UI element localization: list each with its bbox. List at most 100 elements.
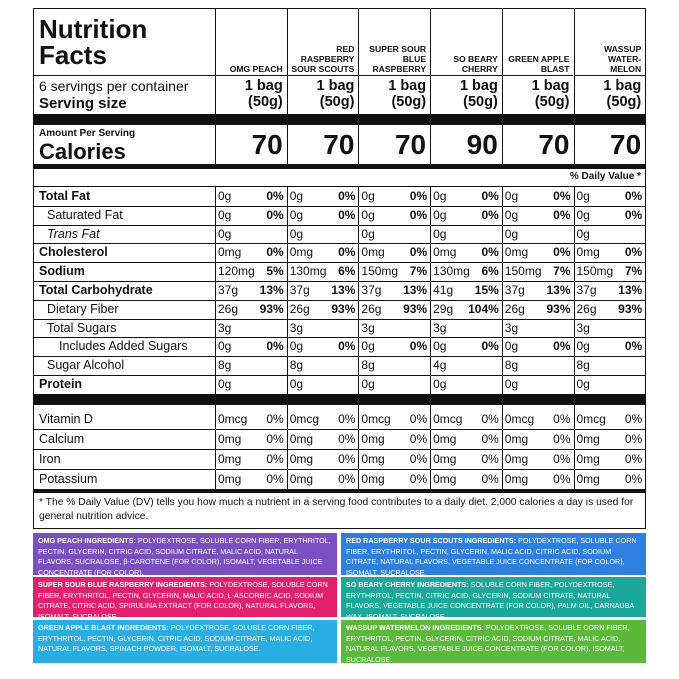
percent: 0% (409, 207, 428, 222)
ingredients-text: POLYDEXTROSE, SOLUBLE CORN FIBER, ERYTHR… (38, 536, 331, 577)
amount: 150mg (361, 264, 399, 279)
amount: 37g (218, 283, 239, 297)
row-rule (34, 375, 645, 376)
amount: 8g (289, 358, 304, 373)
column-rule (430, 125, 432, 164)
amount: 0mg (433, 245, 457, 260)
amount: 37g (504, 283, 525, 297)
amount: 0g (361, 339, 375, 354)
amount: 0mg (289, 452, 314, 466)
amount: 0g (433, 207, 447, 222)
amount: 0mg (218, 432, 242, 446)
column-rule (215, 125, 216, 164)
column-rule (358, 125, 360, 164)
nutrient-label: Total Carbohydrate (39, 283, 153, 297)
percent: 0% (266, 412, 284, 426)
percent: 0% (481, 339, 499, 354)
ingredients-name: WASSUP WATERMELON INGREDIENTS: (346, 623, 484, 632)
amount: 26g (218, 301, 239, 316)
ingredients-box: SUPER SOUR BLUE RASPBERRY INGREDIENTS: P… (33, 577, 337, 621)
percent: 0% (266, 245, 284, 260)
percent: 0% (481, 432, 499, 446)
percent: 13% (546, 283, 571, 297)
percent: 0% (338, 245, 356, 260)
amount: 0mcg (576, 412, 606, 426)
percent: 0% (409, 472, 428, 486)
amount: 0mg (289, 245, 314, 260)
column-rule (573, 405, 575, 489)
ingredients-name: SO BEARY CHERRY INGREDIENTS: (346, 580, 469, 589)
amount: 0mg (504, 472, 529, 486)
row-rule (34, 449, 645, 450)
percent: 0% (409, 245, 428, 260)
amount: 0mg (361, 245, 385, 260)
percent: 93% (546, 301, 571, 316)
amount: 0g (576, 226, 590, 241)
percent: 0% (481, 189, 499, 203)
servings: 6 servings per container (39, 78, 189, 94)
nutrient-label: Calcium (39, 432, 85, 446)
amount: 26g (504, 301, 525, 316)
thick-rule (34, 114, 645, 125)
percent: 7% (409, 264, 428, 279)
percent: 0% (553, 452, 571, 466)
nutrient-label: Trans Fat (47, 226, 100, 241)
percent: 15% (474, 283, 499, 297)
ingredients-text: POLYDEXTROSE, SOLUBLE CORN FIBER, ERYTHR… (346, 623, 630, 664)
column-rule (358, 9, 360, 114)
percent: 0% (266, 339, 284, 354)
amount: 0mg (576, 245, 600, 260)
column-rule (358, 405, 360, 489)
amount: 0g (504, 377, 519, 391)
row-rule (34, 299, 645, 301)
column-rule (215, 405, 216, 489)
percent: 0% (553, 339, 571, 354)
percent: 13% (331, 283, 356, 297)
ingredients-box: SO BEARY CHERRY INGREDIENTS: SOLUBLE COR… (341, 577, 646, 621)
label-box (33, 8, 646, 529)
percent: 0% (409, 189, 428, 203)
column-rule (501, 9, 503, 114)
amount: 0mcg (218, 412, 248, 426)
amount: 3g (289, 320, 304, 335)
amount: 0g (289, 226, 304, 241)
ingredients-name: SUPER SOUR BLUE RASPBERRY INGREDIENTS: (38, 580, 208, 589)
percent: 0% (338, 412, 356, 426)
name-rule (34, 75, 215, 76)
percent: 6% (338, 264, 356, 279)
amount: 0mg (504, 452, 529, 466)
column-rule (430, 9, 432, 114)
column-rule (358, 187, 360, 394)
ingredients-text: POLYDEXTROSE, SOLUBLE CORN FIBER, ERYTHR… (346, 536, 637, 577)
name-rule (215, 75, 287, 76)
amount: 0g (504, 339, 519, 354)
column-rule (215, 187, 216, 394)
amount: 0mcg (289, 412, 320, 426)
amount: 0g (504, 189, 519, 203)
product-name: SO BEARY CHERRY (453, 54, 498, 74)
percent: 0% (409, 432, 428, 446)
percent: 7% (624, 264, 643, 279)
percent: 0% (409, 452, 428, 466)
amount: 0mg (576, 452, 600, 466)
amount: 0mg (504, 432, 529, 446)
column-rule (430, 187, 432, 394)
percent: 0% (553, 245, 571, 260)
nutrient-label: Dietary Fiber (47, 301, 119, 316)
row-rule (34, 356, 645, 358)
percent: 0% (553, 207, 571, 222)
ingredients-text: SOLUBLE CORN FIBER, POLYDEXTROSE, ERYTHR… (346, 580, 634, 621)
amount: 8g (504, 358, 519, 373)
product-name: OMG PEACH (229, 64, 283, 74)
percent: 0% (481, 452, 499, 466)
amount: 0mg (361, 432, 385, 446)
amount: 0g (218, 207, 232, 222)
amount-label: Amount Per Serving (39, 128, 136, 139)
amount: 0mg (576, 472, 600, 486)
amount: 130mg (433, 264, 470, 279)
ingredients-box: OMG PEACH INGREDIENTS: POLYDEXTROSE, SOL… (33, 533, 337, 577)
column-rule (501, 187, 503, 394)
percent: 0% (338, 339, 356, 354)
amount: 37g (289, 283, 310, 297)
percent: 0% (624, 432, 643, 446)
